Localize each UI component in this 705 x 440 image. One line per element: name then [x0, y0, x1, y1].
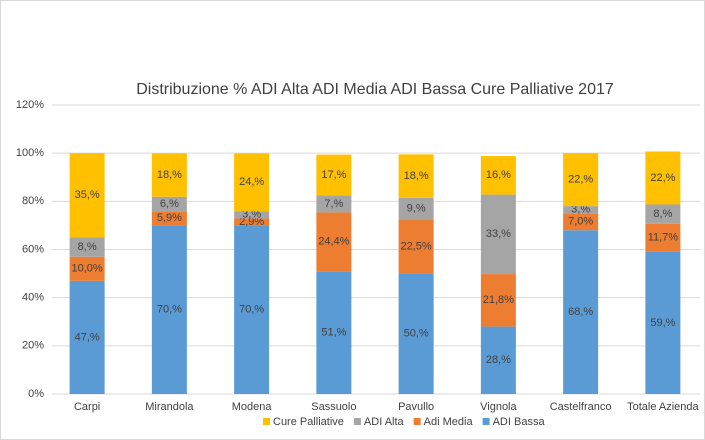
legend-swatch	[263, 418, 270, 425]
bar-segment	[69, 153, 105, 238]
data-label: 18,%	[157, 169, 182, 181]
bar-segment	[563, 153, 599, 207]
bar-segment	[480, 326, 516, 394]
data-label: 5,9%	[157, 212, 182, 224]
data-label: 33,%	[486, 228, 511, 240]
bar-segment	[645, 151, 681, 205]
data-label: 18,%	[404, 170, 429, 182]
data-label: 11,7%	[648, 232, 679, 244]
bar-segment	[316, 271, 352, 394]
bar-segment	[151, 211, 187, 226]
data-label: 22,%	[650, 172, 675, 184]
bar-segment	[316, 195, 352, 213]
y-tick-label: 0%	[28, 388, 44, 400]
data-label: 70,%	[157, 304, 182, 316]
chart-title: Distribuzione % ADI Alta ADI Media ADI B…	[136, 81, 614, 98]
data-label: 9,%	[407, 202, 426, 214]
x-tick-label: Pavullo	[398, 401, 434, 413]
bar-segment	[69, 256, 105, 281]
bar-segment	[645, 251, 681, 394]
legend-swatch	[353, 418, 361, 425]
bar-segment	[151, 153, 187, 197]
bar-segment	[645, 204, 681, 224]
x-tick-label: Vignola	[480, 401, 517, 413]
data-label: 10,0%	[72, 263, 103, 275]
data-label: 59,%	[650, 317, 675, 329]
legend-label: Adi Media	[424, 416, 474, 428]
x-tick-label: Castelfranco	[550, 401, 612, 413]
data-label: 51,%	[321, 326, 346, 338]
data-label: 7,%	[324, 198, 343, 210]
data-label: 21,8%	[483, 294, 514, 306]
legend-swatch	[482, 418, 490, 425]
data-label: 22,5%	[401, 240, 432, 252]
data-label: 50,%	[404, 328, 429, 340]
data-label: 35,%	[75, 189, 100, 201]
data-label: 47,%	[75, 331, 100, 343]
bar-segment	[151, 225, 187, 394]
bar-segment	[563, 206, 599, 214]
bar-segment	[480, 194, 516, 275]
y-tick-label: 100%	[16, 147, 44, 159]
data-label: 3,%	[242, 209, 261, 221]
y-tick-label: 80%	[22, 195, 44, 207]
y-tick-label: 40%	[22, 292, 44, 304]
bar-segment	[480, 274, 516, 327]
data-label: 8,%	[78, 241, 97, 253]
y-tick-label: 20%	[22, 340, 44, 352]
x-tick-label: Mirandola	[145, 401, 194, 413]
bar-segment	[234, 211, 270, 219]
bar-segment	[69, 280, 105, 394]
data-label: 24,4%	[318, 236, 349, 248]
bar-segment	[645, 223, 681, 252]
data-label: 16,%	[486, 169, 511, 181]
data-label: 3,%	[571, 204, 590, 216]
x-tick-label: Modena	[232, 401, 273, 413]
bar-segment	[234, 153, 270, 212]
data-label: 68,%	[568, 306, 593, 318]
y-tick-label: 120%	[16, 99, 44, 111]
data-label: 7,0%	[568, 216, 593, 228]
data-label: 2,9%	[239, 216, 264, 228]
data-label: 8,%	[653, 208, 672, 220]
bar-segment	[398, 197, 434, 220]
bar-segment	[316, 154, 352, 196]
bar-segment	[398, 219, 434, 274]
legend-swatch	[413, 418, 421, 425]
bar-segment	[69, 237, 105, 257]
data-label: 22,%	[568, 174, 593, 186]
data-label: 24,%	[239, 176, 264, 188]
data-label: 28,%	[486, 354, 511, 366]
bar-segment	[480, 156, 516, 195]
legend-label: Cure Palliative	[273, 416, 344, 428]
bar-segment	[563, 230, 599, 394]
y-tick-label: 60%	[22, 243, 44, 255]
x-tick-label: Carpi	[74, 401, 100, 413]
bar-segment	[563, 213, 599, 231]
bar-segment	[398, 154, 434, 198]
data-label: 6,%	[160, 198, 179, 210]
x-tick-label: Sassuolo	[311, 401, 356, 413]
legend-label: ADI Bassa	[493, 416, 546, 428]
legend-label: ADI Alta	[364, 416, 405, 428]
data-label: 17,%	[321, 169, 346, 181]
bar-segment	[234, 218, 270, 226]
bar-segment	[398, 273, 434, 394]
bar-segment	[234, 225, 270, 394]
x-tick-label: Totale Azienda	[627, 401, 699, 413]
bar-segment	[151, 196, 187, 212]
bar-segment	[316, 212, 352, 272]
data-label: 70,%	[239, 304, 264, 316]
